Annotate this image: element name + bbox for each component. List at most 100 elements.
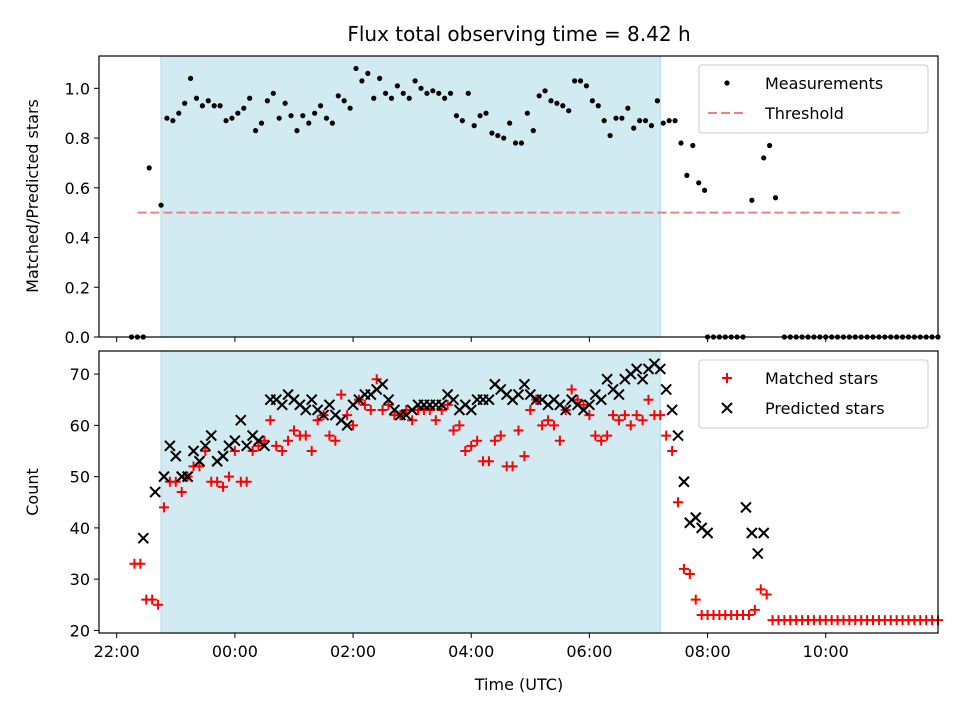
matched-stars-point [631,410,642,421]
predicted-stars-point [276,399,288,411]
predicted-stars-point [613,388,625,401]
bottom-legend-label: Matched stars [765,369,878,388]
top-y-tick-label: 0.0 [65,328,90,347]
measurements-point [625,105,631,111]
matched-stars-point [371,374,382,385]
matched-stars-point [495,430,506,441]
x-axis-label: Time (UTC) [474,675,563,694]
measurements-point [696,180,702,186]
predicted-stars-point [752,547,764,560]
predicted-stars-point [654,363,667,375]
top-y-tick-label: 0.4 [65,229,90,248]
measurements-point [589,98,595,104]
matched-stars-point [330,435,341,446]
measurements-point [412,78,418,84]
matched-stars-point [312,415,323,426]
measurements-point [158,202,164,208]
matched-stars-point [466,440,477,451]
matched-stars-point [176,487,187,497]
bottom-x-tick-label: 08:00 [685,642,731,661]
measurements-point [607,132,613,139]
measurements-point [501,135,507,141]
top-y-tick-label: 0.6 [65,179,90,198]
bottom-shaded-interval [160,350,661,634]
predicted-stars-point [229,435,241,447]
predicted-stars-point [601,373,613,385]
matched-stars-point [359,399,370,410]
measurements-point [199,103,205,109]
measurements-point [217,103,223,109]
measurements-point [276,115,282,121]
measurements-point [258,120,265,126]
measurements-point [477,113,483,119]
measurements-point [377,75,383,81]
bottom-y-axis-label: Count [23,468,42,516]
bottom-legend-box [698,359,929,429]
measurements-point [288,113,294,119]
bottom-y-tick-label: 70 [70,365,90,384]
measurements-point [353,65,359,72]
measurements-point [767,142,773,149]
measurements-point [637,118,643,124]
top-y-tick-label: 0.2 [65,278,90,297]
top-panel: 0.0 0.2 0.4 0.6 0.8 1.0 Measurements Threshold [65,55,941,347]
measurements-point [170,118,176,124]
measurements-point [406,95,412,101]
predicted-stars-point [305,394,318,406]
measurements-point [335,93,341,99]
matched-stars-point [578,399,589,410]
predicted-stars-point [158,470,170,483]
bottom-y-tick-label: 50 [70,468,90,487]
measurements-point [388,95,395,101]
matched-stars-point [153,599,164,610]
matched-stars-point [684,569,695,580]
predicted-stars-point [690,511,702,524]
predicted-stars-point [241,440,253,452]
measurements-point [554,100,560,106]
predicted-stars-point [435,399,448,411]
matched-stars-point [554,435,565,446]
predicted-stars-point [149,486,161,498]
matched-stars-point [194,461,205,472]
measurements-point [536,93,542,99]
measurements-point [146,165,152,171]
predicted-stars-point [447,394,460,406]
measurements-point [631,125,637,131]
measurements-point [566,108,572,114]
measurements-point [507,120,513,126]
measurements-point [394,83,400,89]
top-y-tick-label: 1.0 [65,79,90,98]
measurements-point [205,98,211,104]
matched-stars-point [430,415,441,426]
matched-stars-point [761,589,772,600]
predicted-stars-point [187,445,200,457]
measurements-point [382,90,389,96]
matched-stars-point [608,410,619,421]
bottom-x-tick-label: 02:00 [330,642,376,661]
top-y-axis-label: Matched/Predicted stars [23,99,42,293]
measurements-point [164,115,170,121]
predicted-stars-point [672,429,684,442]
bottom-x-tick-label: 00:00 [212,642,258,661]
measurements-point [577,78,584,84]
measurements-point [241,105,247,111]
measurements-point [329,120,335,126]
measurements-point [235,110,241,116]
matched-stars-point [566,384,577,395]
matched-stars-point [572,394,583,405]
measurements-point [471,123,477,129]
matched-stars-point [637,415,648,426]
matched-stars-point [678,563,689,574]
matched-stars-point [348,420,359,431]
measurements-point [512,140,519,146]
measurements-point [347,105,353,111]
predicted-stars-point [660,383,672,396]
measurements-point [418,85,424,91]
predicted-stars-point [701,527,714,539]
measurements-point [761,155,767,161]
predicted-stars-point [258,440,271,452]
measurements-point [430,88,436,94]
legend-measurements-swatch [724,80,730,86]
measurements-point [560,103,566,109]
matched-stars-point [755,584,766,595]
